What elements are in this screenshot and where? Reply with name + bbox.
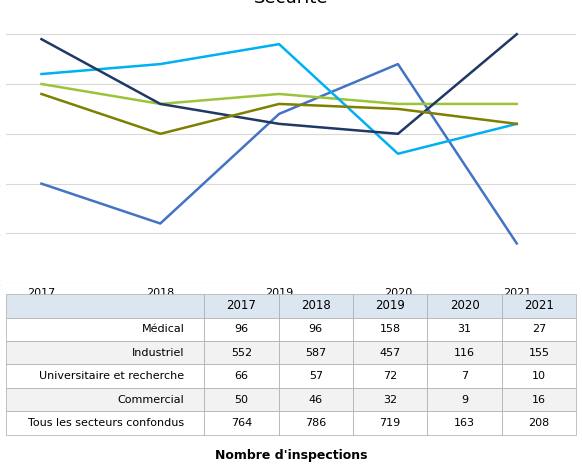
Title: Sécurité: Sécurité <box>254 0 328 7</box>
Text: Nombre d'inspections: Nombre d'inspections <box>215 449 367 462</box>
